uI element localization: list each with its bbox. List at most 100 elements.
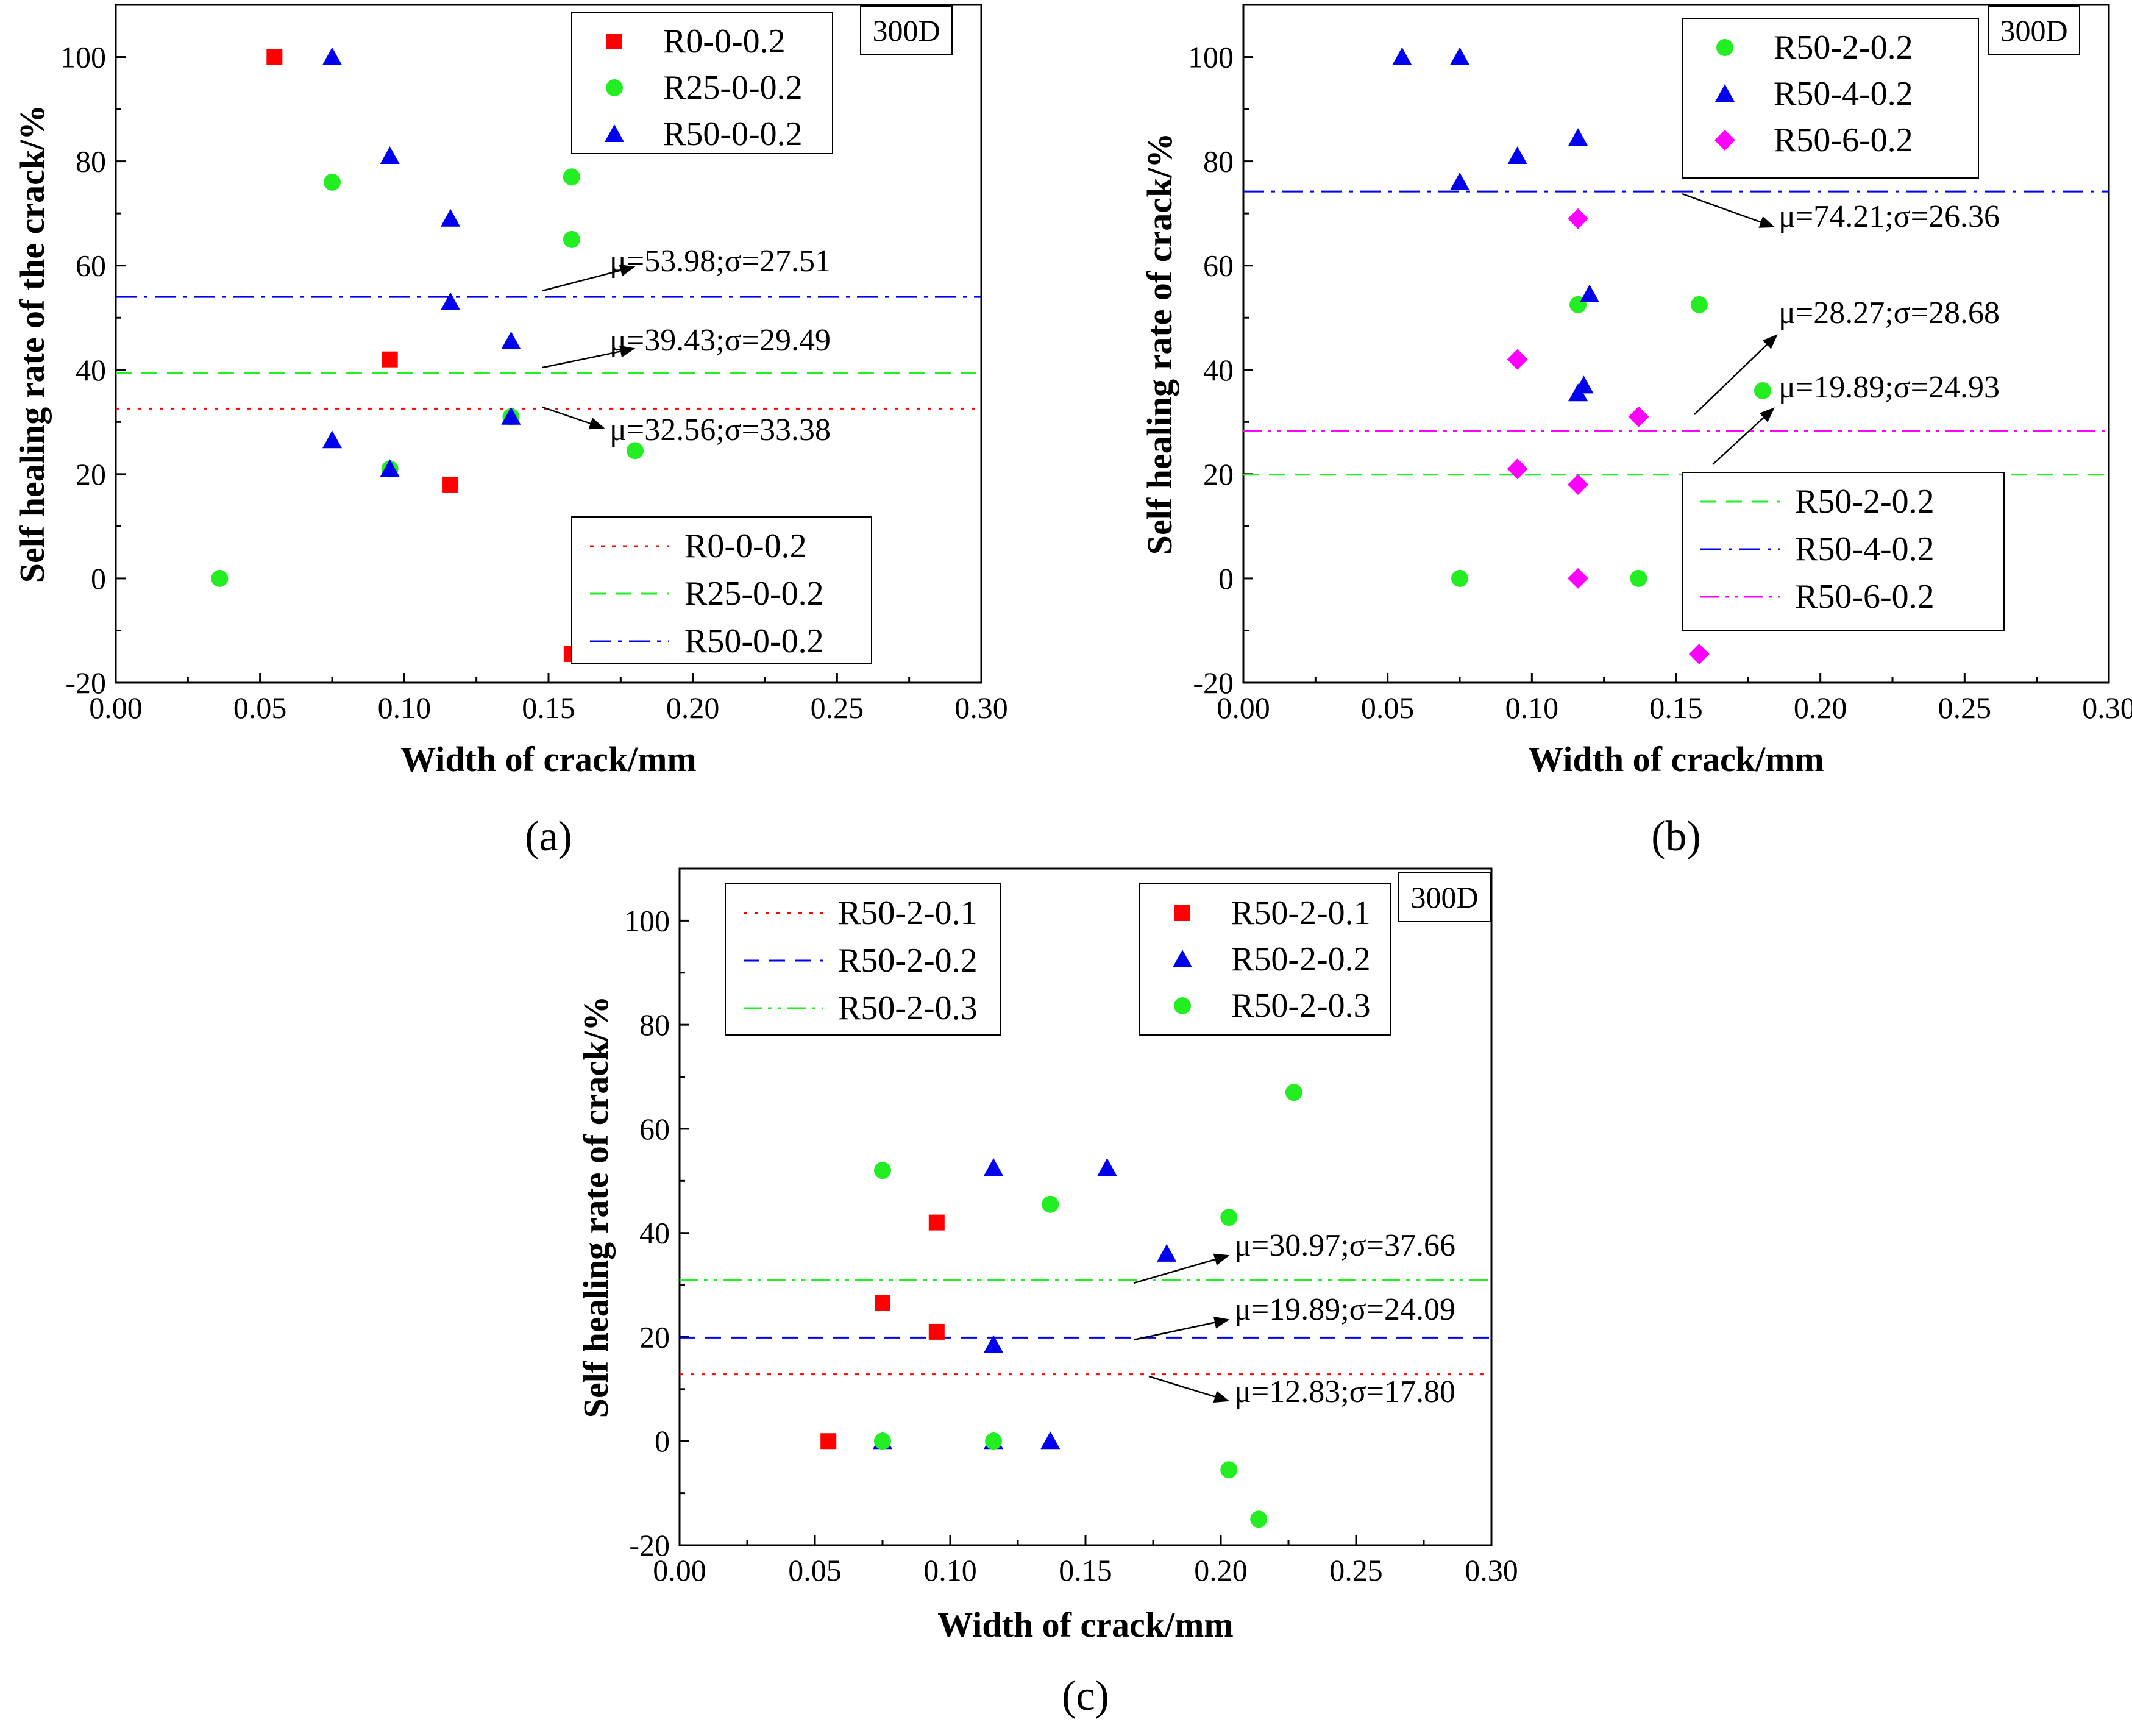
y-tick-label: 80: [76, 144, 106, 179]
panel-c: 0.00 0.05 0.10 0.15 0.20 0.25 0.30 -20 0 20 40 60 80…: [576, 867, 1518, 1720]
data-point-r50-2-0.2: [1040, 1431, 1061, 1450]
x-tick-label: 0.10: [1505, 691, 1559, 725]
data-point-r50-2-0.3: [985, 1432, 1003, 1450]
data-point-r0-0-0.2: [382, 351, 398, 368]
data-point-r50-0-0.2: [380, 146, 400, 165]
legend-label: R50-0-0.2: [663, 115, 803, 153]
annotation-arrow: [1712, 407, 1775, 465]
legend-label: R50-2-0.2: [1774, 29, 1913, 66]
data-point-r50-0-0.2: [380, 459, 400, 477]
y-tick-label: -20: [65, 666, 106, 700]
data-point-r50-0-0.2: [441, 208, 461, 227]
data-point-r50-4-0.2: [1450, 47, 1469, 65]
data-point-r50-2-0.3: [1220, 1209, 1238, 1226]
y-tick-label: 40: [639, 1216, 670, 1250]
tag-box: [1398, 872, 1491, 922]
legend-label: R0-0-0.2: [663, 23, 786, 60]
x-tick-label: 0.20: [1194, 1553, 1248, 1587]
mean-annotation: μ=32.56;σ=33.38: [609, 413, 831, 447]
y-tick-label: 100: [1188, 40, 1234, 74]
x-tick-label: 0.15: [522, 691, 575, 725]
annotation-arrow: [542, 345, 636, 369]
tag-box: [1988, 5, 2080, 55]
y-tick-label: 60: [1203, 249, 1234, 283]
y-tick-label: 0: [1218, 561, 1234, 596]
data-point-r50-6-0.2: [1688, 643, 1710, 664]
y-tick-label: 40: [76, 353, 106, 387]
legend-marker-r50-2-0.1: [1174, 905, 1190, 921]
data-point-r50-0-0.2: [441, 292, 461, 310]
legend-label: R50-2-0.2: [1231, 941, 1371, 978]
y-axis-title: Self healing rate of the crack/%: [12, 105, 52, 583]
x-tick-label: 0.20: [1794, 691, 1847, 725]
panel-caption: (a): [525, 813, 572, 860]
x-tick-label: 0.25: [811, 691, 864, 725]
data-point-r50-2-0.2: [984, 1158, 1004, 1176]
y-tick-label: 100: [624, 903, 670, 937]
data-point-r50-0-0.2: [501, 331, 521, 349]
y-tick-label: 80: [1203, 144, 1234, 179]
panel-b: 0.00 0.05 0.10 0.15 0.20 0.25 0.30 -20 0 20 40 60 80…: [1140, 4, 2132, 860]
legend-label: R50-0-0.2: [684, 622, 824, 660]
data-point-r50-0-0.2: [501, 407, 521, 425]
data-point-r50-2-0.3: [874, 1162, 891, 1179]
data-point-r50-4-0.2: [1568, 383, 1588, 402]
x-tick-label: 0.05: [1361, 691, 1415, 725]
data-point-r25-0-0.2: [324, 173, 341, 191]
data-point-r50-2-0.3: [1042, 1195, 1059, 1213]
legend-marker-r50-0-0.2: [605, 124, 624, 142]
annotation-arrow: [1148, 1375, 1230, 1403]
x-tick-label: 0.25: [1329, 1553, 1383, 1587]
data-point-r50-6-0.2: [1628, 406, 1649, 427]
data-point-r50-2-0.2: [1097, 1158, 1117, 1176]
annotation-arrow: [1133, 1316, 1230, 1341]
y-tick-label: 60: [639, 1112, 670, 1146]
x-tick-label: 0.15: [1059, 1553, 1112, 1587]
data-point-r50-0-0.2: [322, 47, 342, 65]
legend-marker-r50-6-0.2: [1714, 130, 1735, 151]
data-point-r50-4-0.2: [1392, 47, 1412, 65]
data-point-r50-6-0.2: [1568, 567, 1589, 589]
x-tick-label: 0.15: [1649, 691, 1703, 725]
y-tick-label: 80: [639, 1008, 670, 1042]
mean-annotation: μ=74.21;σ=26.36: [1778, 199, 2000, 234]
x-tick-label: 0.30: [2082, 691, 2132, 725]
x-tick-label: 0.00: [653, 1553, 706, 1587]
data-point-r50-4-0.2: [1507, 146, 1527, 165]
panel-caption: (b): [1651, 813, 1701, 860]
y-tick-label: 60: [76, 249, 106, 283]
legend-marker-r50-2-0.3: [1174, 997, 1191, 1014]
data-point-r25-0-0.2: [563, 168, 580, 186]
x-tick-label: 0.00: [1217, 691, 1270, 725]
y-tick-label: 0: [91, 561, 106, 596]
data-point-r25-0-0.2: [211, 569, 229, 587]
legend-label: R50-2-0.1: [838, 894, 978, 932]
legend-marker-r25-0-0.2: [606, 79, 623, 96]
annotation-arrow: [1682, 193, 1775, 228]
annotation-arrow: [542, 264, 636, 292]
panel-a: 0.00 0.05 0.10 0.15 0.20 0.25 0.30 -20 0 20 40 60 80…: [12, 4, 1008, 860]
x-tick-label: 0.10: [378, 691, 432, 725]
data-point-r50-2-0.3: [874, 1432, 891, 1450]
y-tick-label: 20: [1203, 457, 1234, 491]
legend-marker-r50-4-0.2: [1715, 84, 1735, 102]
legend-label: R50-6-0.2: [1795, 578, 1935, 616]
y-tick-label: 0: [655, 1424, 670, 1458]
legend-label: R50-2-0.2: [838, 942, 978, 980]
data-point-r50-2-0.2: [1690, 296, 1708, 313]
mean-annotation: μ=12.83;σ=17.80: [1234, 1375, 1455, 1409]
mean-annotation: μ=30.97;σ=37.66: [1234, 1228, 1455, 1263]
data-point-r50-2-0.1: [875, 1295, 890, 1311]
legend-marker-r0-0-0.2: [606, 34, 622, 49]
tag-300d: 300D: [2000, 13, 2067, 48]
y-tick-label: 20: [639, 1320, 670, 1354]
legend-label: R50-2-0.3: [1231, 987, 1371, 1025]
legend-label: R50-6-0.2: [1774, 121, 1913, 159]
line-legend-box: [571, 516, 872, 664]
mean-annotation: μ=19.89;σ=24.09: [1234, 1292, 1455, 1327]
data-point-r25-0-0.2: [563, 230, 580, 248]
legend-label: R50-2-0.1: [1231, 894, 1371, 932]
data-point-r50-2-0.1: [928, 1323, 945, 1340]
y-tick-label: 100: [60, 40, 106, 74]
